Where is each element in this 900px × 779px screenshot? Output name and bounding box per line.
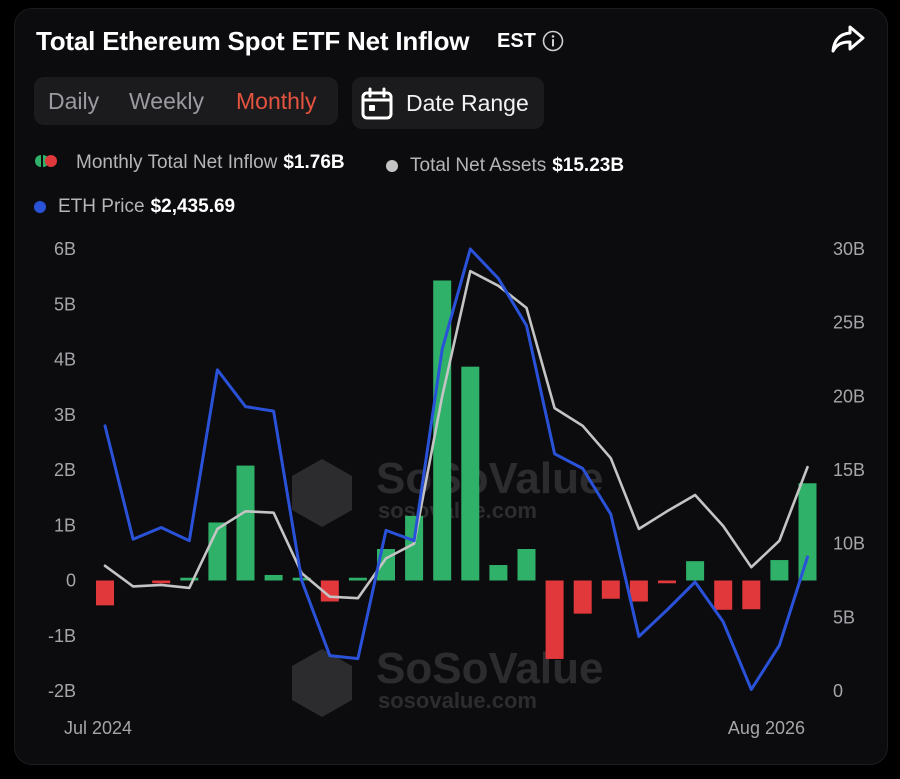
- legend-net-inflow-label: Monthly Total Net Inflow: [76, 152, 278, 174]
- inflow-bar[interactable]: [686, 561, 705, 581]
- inflow-bar[interactable]: [264, 574, 283, 581]
- inflow-bar[interactable]: [348, 577, 367, 581]
- date-range-button[interactable]: Date Range: [352, 77, 544, 129]
- legend-net-assets-label: Total Net Assets: [410, 155, 547, 176]
- axes: 6B 5B 4B 3B 2B 1B 0 -1B -2B 30B 25B 20B 15B 10B 5B 0 Jul…: [48, 239, 865, 738]
- y-left-tick-label: 5B: [54, 294, 76, 314]
- inflow-bar[interactable]: [629, 580, 648, 602]
- legend-eth-price[interactable]: ETH Price $2,435.69: [34, 196, 235, 218]
- inflow-bar[interactable]: [152, 580, 171, 584]
- y-right-tick-label: 10B: [833, 534, 865, 554]
- watermark-brand: SoSoValue: [376, 454, 603, 503]
- y-left-tick-label: -2B: [48, 681, 76, 701]
- inflow-bar[interactable]: [714, 580, 733, 610]
- inflow-bar[interactable]: [405, 515, 424, 581]
- y-left-tick-label: 4B: [54, 350, 76, 370]
- inflow-bar[interactable]: [742, 580, 761, 610]
- y-left-tick-label: 6B: [54, 239, 76, 259]
- watermark-url: sosovalue.com: [378, 498, 537, 523]
- inflow-bar[interactable]: [517, 549, 536, 581]
- tab-weekly[interactable]: Weekly: [129, 88, 204, 114]
- inflow-bar[interactable]: [433, 280, 452, 581]
- inflow-bar[interactable]: [236, 465, 255, 581]
- timezone-label[interactable]: EST: [497, 30, 536, 52]
- y-right-tick-label: 15B: [833, 460, 865, 480]
- y-left-tick-label: 0: [66, 571, 76, 591]
- y-left-tick-label: 2B: [54, 460, 76, 480]
- inflow-bar[interactable]: [545, 580, 564, 659]
- legend-eth-price-value: $2,435.69: [150, 196, 236, 217]
- inflow-bar[interactable]: [489, 565, 508, 581]
- sosovalue-logo-icon: [292, 459, 352, 527]
- share-icon[interactable]: [830, 24, 866, 59]
- bars: [96, 280, 817, 659]
- inflow-bar[interactable]: [601, 580, 620, 599]
- watermark-url: sosovalue.com: [378, 688, 537, 713]
- legend-net-inflow[interactable]: Monthly Total Net Inflow $1.76B: [34, 152, 345, 174]
- chart-title: Total Ethereum Spot ETF Net Inflow: [36, 26, 470, 56]
- inflow-bar[interactable]: [798, 483, 817, 581]
- net-assets-line[interactable]: [103, 269, 809, 600]
- y-right-tick-label: 30B: [833, 239, 865, 259]
- legend-net-assets-value: $15.23B: [552, 155, 625, 176]
- legend-eth-price-label: ETH Price: [58, 196, 145, 217]
- tab-daily[interactable]: Daily: [48, 88, 100, 114]
- legend-net-assets[interactable]: Total Net Assets $15.23B: [386, 155, 624, 177]
- gray-dot-icon: [386, 159, 398, 172]
- lines: [103, 247, 809, 691]
- date-range-label: Date Range: [406, 90, 529, 116]
- y-left-tick-label: 3B: [54, 405, 76, 425]
- y-right-tick-label: 5B: [833, 607, 855, 627]
- calendar-icon: [360, 87, 394, 126]
- blue-dot-icon: [34, 200, 46, 213]
- tab-monthly[interactable]: Monthly: [236, 88, 317, 114]
- inflow-bar[interactable]: [180, 577, 199, 581]
- inflow-bar[interactable]: [96, 580, 114, 606]
- y-left-tick-label: -1B: [48, 626, 76, 646]
- y-right-tick-label: 25B: [833, 313, 865, 333]
- info-icon[interactable]: [541, 29, 565, 58]
- inflow-bar[interactable]: [573, 580, 592, 614]
- x-end-label: Aug 2026: [728, 718, 805, 738]
- legend-net-inflow-value: $1.76B: [283, 152, 345, 174]
- watermark: SoSoValuesosovalue.comSoSoValuesosovalue…: [292, 454, 603, 717]
- sosovalue-logo-icon: [292, 649, 352, 717]
- inflow-bar[interactable]: [658, 580, 676, 584]
- period-selector: Daily Weekly Monthly: [34, 77, 338, 125]
- inflow-bar[interactable]: [770, 560, 789, 581]
- watermark-brand: SoSoValue: [376, 644, 603, 693]
- eth-price-line[interactable]: [103, 247, 809, 691]
- inflow-bar[interactable]: [461, 366, 480, 581]
- split-dot-icon: [34, 152, 58, 174]
- y-right-tick-label: 0: [833, 681, 843, 701]
- y-left-tick-label: 1B: [54, 515, 76, 535]
- y-right-tick-label: 20B: [833, 386, 865, 406]
- x-start-label: Jul 2024: [64, 718, 132, 738]
